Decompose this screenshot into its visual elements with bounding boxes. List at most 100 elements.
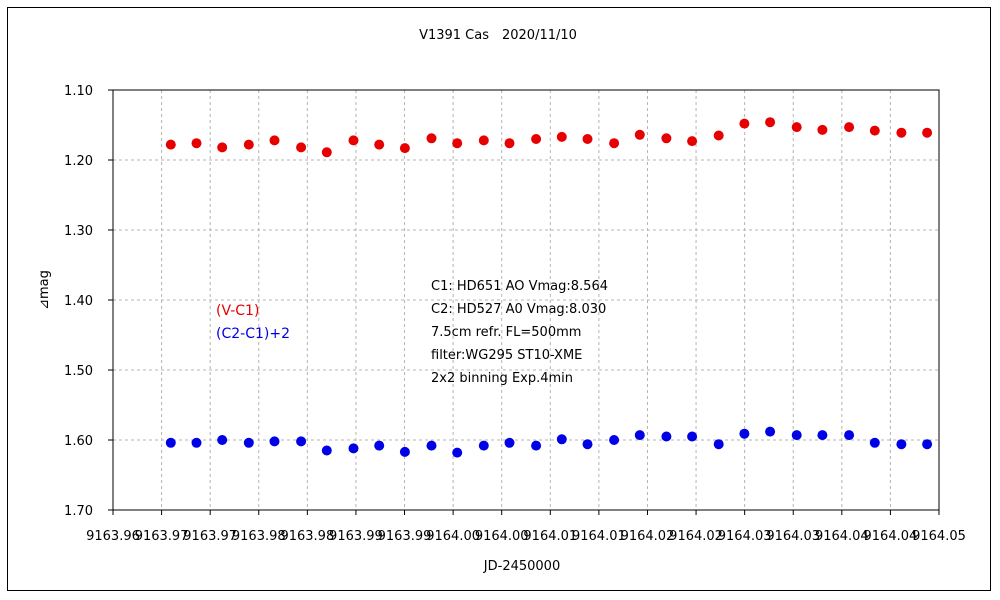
chart-frame xyxy=(7,7,991,591)
data-point-v-c1 xyxy=(844,122,855,133)
y-tick-label: 1.30 xyxy=(64,224,93,239)
data-point-c2-c1 xyxy=(609,435,620,445)
data-point-c2-c1 xyxy=(374,440,385,451)
data-point-v-c1 xyxy=(582,134,593,144)
data-point-v-c1 xyxy=(687,136,698,147)
data-point-v-c1 xyxy=(739,118,750,129)
x-tick-label: 9164.01 xyxy=(523,529,577,544)
data-point-c2-c1 xyxy=(191,437,202,448)
x-tick-label: 9164.04 xyxy=(815,529,869,544)
data-point-c2-c1 xyxy=(869,437,880,448)
data-point-c2-c1 xyxy=(348,443,359,454)
data-point-v-c1 xyxy=(426,133,437,144)
x-tick-label: 9163.97 xyxy=(135,529,189,544)
data-point-v-c1 xyxy=(504,138,515,149)
y-tick-label: 1.60 xyxy=(64,434,93,449)
data-point-v-c1 xyxy=(374,139,385,150)
data-point-c2-c1 xyxy=(478,440,489,451)
x-tick-label: 9163.99 xyxy=(378,529,432,544)
annotation-c2: C2: HD527 A0 Vmag:8.030 xyxy=(431,302,606,317)
chart-title: V1391 Cas 2020/11/10 xyxy=(419,28,577,43)
x-axis-ticks: 9163.969163.979163.979163.989163.989163.… xyxy=(86,510,966,544)
data-point-v-c1 xyxy=(452,138,463,149)
y-tick-label: 1.40 xyxy=(64,294,93,309)
x-tick-label: 9164.01 xyxy=(572,529,626,544)
grid xyxy=(113,90,939,510)
data-point-c2-c1 xyxy=(426,440,437,451)
x-tick-label: 9164.04 xyxy=(864,529,918,544)
data-point-v-c1 xyxy=(609,138,620,149)
y-tick-label: 1.70 xyxy=(64,504,93,519)
data-point-c2-c1 xyxy=(922,439,933,450)
data-point-v-c1 xyxy=(922,127,933,138)
data-point-c2-c1 xyxy=(844,430,855,441)
data-point-c2-c1 xyxy=(399,446,410,457)
data-point-c2-c1 xyxy=(634,430,645,441)
y-tick-label: 1.50 xyxy=(64,364,93,379)
data-point-v-c1 xyxy=(869,125,880,136)
data-point-c2-c1 xyxy=(243,437,254,448)
data-point-c2-c1 xyxy=(817,430,828,441)
data-point-v-c1 xyxy=(243,139,254,150)
data-point-c2-c1 xyxy=(582,439,593,450)
annotation-binning: 2x2 binning Exp.4min xyxy=(431,371,573,386)
data-point-v-c1 xyxy=(478,135,489,146)
data-point-v-c1 xyxy=(296,142,307,153)
data-point-v-c1 xyxy=(791,122,802,133)
x-tick-label: 9163.97 xyxy=(183,529,237,544)
data-point-c2-c1 xyxy=(531,440,542,451)
data-point-v-c1 xyxy=(713,130,724,141)
data-point-v-c1 xyxy=(661,133,672,144)
x-axis-label: JD-2450000 xyxy=(483,559,560,574)
data-point-c2-c1 xyxy=(296,436,307,447)
x-tick-label: 9164.03 xyxy=(766,529,820,544)
data-point-c2-c1 xyxy=(269,436,280,447)
data-point-v-c1 xyxy=(191,138,202,149)
data-point-c2-c1 xyxy=(217,435,228,445)
y-tick-label: 1.20 xyxy=(64,154,93,169)
data-point-c2-c1 xyxy=(165,437,176,448)
data-point-v-c1 xyxy=(634,129,645,140)
x-tick-label: 9163.96 xyxy=(86,529,140,544)
data-point-v-c1 xyxy=(817,124,828,135)
data-point-v-c1 xyxy=(556,131,567,142)
data-point-c2-c1 xyxy=(661,431,672,442)
data-points xyxy=(165,117,933,458)
data-point-v-c1 xyxy=(321,147,332,158)
annotation-telescope: 7.5cm refr. FL=500mm xyxy=(431,325,581,340)
data-point-c2-c1 xyxy=(791,430,802,441)
data-point-v-c1 xyxy=(531,134,542,144)
x-tick-label: 9164.00 xyxy=(475,529,529,544)
y-tick-label: 1.10 xyxy=(64,84,93,99)
legend-c2-c1: (C2-C1)+2 xyxy=(216,326,290,342)
y-axis-ticks: 1.10 1.20 1.30 1.40 1.50 1.60 1.70 xyxy=(64,84,113,519)
data-point-c2-c1 xyxy=(687,431,698,442)
x-tick-label: 9164.02 xyxy=(621,529,675,544)
data-point-v-c1 xyxy=(896,127,907,138)
data-point-v-c1 xyxy=(217,142,228,153)
data-point-v-c1 xyxy=(399,143,410,154)
y-axis-label: ⊿mag xyxy=(37,270,52,310)
data-point-c2-c1 xyxy=(452,447,463,458)
x-tick-label: 9164.03 xyxy=(718,529,772,544)
x-tick-label: 9164.02 xyxy=(669,529,723,544)
data-point-c2-c1 xyxy=(556,434,567,445)
x-tick-label: 9163.98 xyxy=(280,529,334,544)
data-point-v-c1 xyxy=(269,135,280,146)
x-tick-label: 9164.05 xyxy=(912,529,966,544)
data-point-v-c1 xyxy=(765,117,776,128)
annotation-filter: filter:WG295 ST10-XME xyxy=(431,348,582,363)
annotation-c1: C1: HD651 AO Vmag:8.564 xyxy=(431,279,608,294)
data-point-c2-c1 xyxy=(713,439,724,450)
x-tick-label: 9164.00 xyxy=(426,529,480,544)
data-point-c2-c1 xyxy=(765,426,776,437)
data-point-c2-c1 xyxy=(896,439,907,450)
legend-v-c1: (V-C1) xyxy=(216,303,259,319)
data-point-c2-c1 xyxy=(504,437,515,448)
data-point-c2-c1 xyxy=(739,428,750,439)
x-tick-label: 9163.99 xyxy=(329,529,383,544)
data-point-v-c1 xyxy=(348,135,359,146)
data-point-c2-c1 xyxy=(321,445,332,456)
data-point-v-c1 xyxy=(165,139,176,150)
